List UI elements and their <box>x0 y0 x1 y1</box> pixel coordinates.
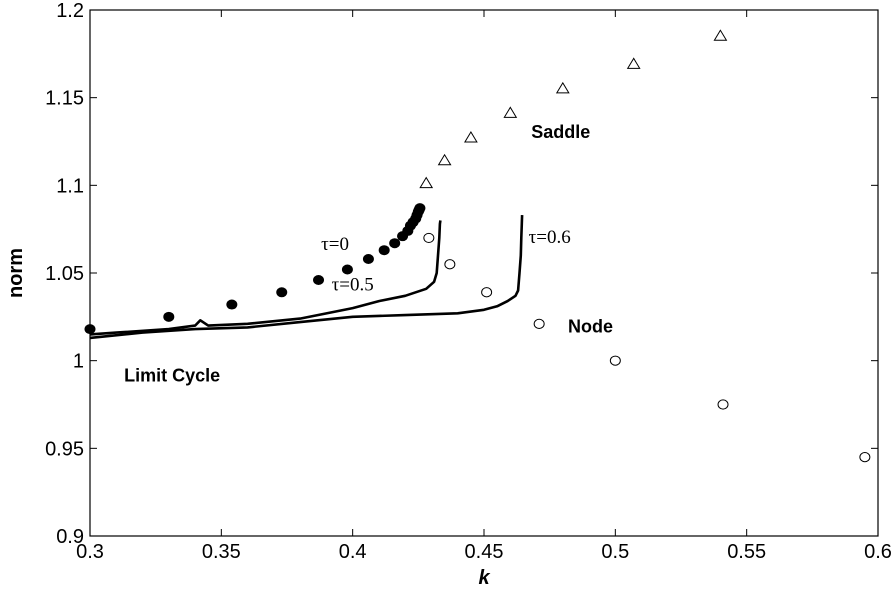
filled-circle-point <box>389 238 401 249</box>
region-label: Node <box>568 317 613 337</box>
tau-label: τ=0 <box>321 234 349 255</box>
series-line-4 <box>89 215 524 340</box>
filled-circle-point <box>276 287 288 298</box>
region-label: Saddle <box>531 122 590 142</box>
series-markers <box>84 29 871 463</box>
series-lines <box>89 215 524 340</box>
y-tick-label: 0.95 <box>45 438 84 460</box>
series-line-3 <box>89 220 442 336</box>
filled-circle-point <box>163 311 175 322</box>
x-tick-label: 0.5 <box>601 541 629 563</box>
y-tick-label: 0.9 <box>56 526 84 548</box>
filled-circle-point <box>84 324 96 335</box>
filled-circle-point <box>414 203 426 214</box>
filled-circle-point <box>378 245 390 256</box>
x-tick-label: 0.45 <box>465 541 504 563</box>
plot-border <box>89 9 879 537</box>
y-tick-label: 1.1 <box>56 175 84 197</box>
filled-circle-point <box>341 264 353 275</box>
open-triangle-point <box>503 106 518 118</box>
open-circle-point <box>859 452 871 463</box>
open-circle-point <box>609 355 621 366</box>
y-tick-label: 1.05 <box>45 263 84 285</box>
tick-labels: 0.3 0.35 0.4 0.45 0.5 0.55 0.6 0.9 0.95 1 1.05 1.1 1… <box>45 0 892 563</box>
open-circle-point <box>423 232 435 244</box>
open-triangle-point <box>626 57 641 69</box>
open-triangle-point <box>464 131 478 143</box>
open-triangle-point <box>713 29 728 41</box>
y-tick-label: 1.15 <box>45 88 84 110</box>
open-triangle-point <box>437 153 452 166</box>
x-tick-label: 0.6 <box>864 541 892 563</box>
x-tick-label: 0.55 <box>727 541 766 563</box>
y-axis-label: norm <box>5 248 27 298</box>
annotations: Saddle Node Limit Cycle τ=0 τ=0.5 τ=0.6 <box>124 122 613 386</box>
region-label: Limit Cycle <box>124 366 220 386</box>
filled-circle-point <box>226 299 238 310</box>
open-triangle-point <box>555 81 570 94</box>
open-circle-point <box>717 399 729 410</box>
tau-label: τ=0.5 <box>332 275 374 296</box>
open-circle-point <box>533 318 545 329</box>
open-triangle-point <box>419 176 434 189</box>
open-circle-point <box>444 259 456 270</box>
plot-frame <box>89 9 879 537</box>
y-tick-label: 1 <box>73 351 84 373</box>
y-tick-label: 1.2 <box>56 0 84 22</box>
x-tick-label: 0.4 <box>339 541 367 563</box>
open-circle-point <box>481 287 493 298</box>
x-axis-label: k <box>478 567 490 589</box>
filled-circle-point <box>313 275 325 286</box>
tau-label: τ=0.6 <box>529 227 571 248</box>
x-tick-label: 0.3 <box>76 541 104 563</box>
filled-circle-point <box>362 253 374 264</box>
axis-ticks <box>89 9 879 537</box>
x-tick-label: 0.35 <box>202 541 241 563</box>
